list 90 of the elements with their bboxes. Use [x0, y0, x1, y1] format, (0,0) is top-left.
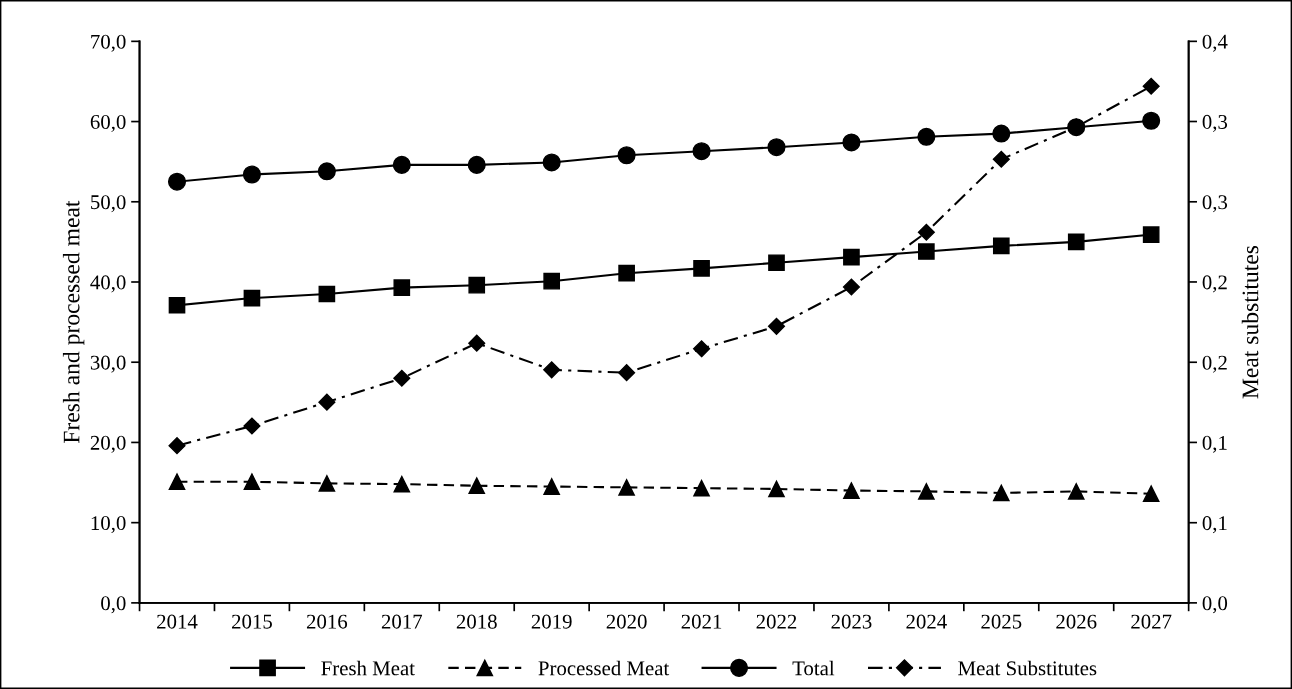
point [767, 138, 786, 157]
y2-tick-label: 0,2 [1202, 355, 1227, 373]
x-tick-label: 2022 [756, 614, 797, 629]
y-tick-label: 0,0 [101, 596, 126, 614]
point [618, 479, 635, 496]
point [692, 142, 711, 161]
point [768, 480, 785, 498]
point [542, 153, 561, 172]
point [768, 254, 785, 272]
x-tick-label: 2024 [906, 614, 947, 629]
point [168, 473, 186, 491]
y2-tick-label: 0,2 [1202, 275, 1227, 293]
x-tick-label: 2026 [1056, 614, 1097, 629]
legend-label: Fresh Meat [321, 660, 415, 676]
point [693, 340, 711, 358]
point [842, 278, 860, 296]
y2-tick-label: 0,1 [1202, 435, 1227, 453]
point [917, 223, 935, 241]
x-tick-label: 2016 [306, 614, 348, 629]
x-tick-label: 2019 [531, 614, 572, 629]
y-tick-label: 30,0 [90, 355, 126, 373]
y2-tick-label: 0,4 [1202, 34, 1228, 52]
point [468, 477, 486, 495]
point [918, 243, 935, 260]
point [1142, 485, 1160, 503]
point [543, 361, 561, 379]
point [693, 479, 710, 497]
point [917, 127, 936, 146]
point [168, 296, 186, 314]
point [318, 475, 336, 492]
point [617, 146, 636, 165]
x-tick-label: 2021 [681, 614, 722, 629]
x-tick-label: 2014 [157, 614, 198, 629]
point [243, 473, 261, 491]
point [543, 478, 561, 495]
x-tick-label: 2015 [232, 614, 272, 629]
point [467, 155, 486, 174]
legend-label: Processed Meat [538, 660, 670, 676]
point [1067, 233, 1085, 251]
x-tick-label: 2020 [606, 614, 647, 629]
y-tick-label: 10,0 [91, 516, 126, 534]
y2-tick-label: 0,1 [1202, 516, 1227, 534]
x-tick-label: 2023 [831, 614, 872, 629]
y-tick-label: 60,0 [90, 114, 126, 132]
point [767, 317, 786, 335]
point [1142, 226, 1160, 244]
x-tick-label: 2025 [981, 614, 1022, 629]
point [393, 279, 411, 296]
point [392, 155, 411, 174]
point [992, 237, 1010, 255]
point [468, 334, 486, 352]
point [918, 483, 935, 500]
y-tick-label: 20,0 [90, 435, 126, 453]
point [618, 264, 635, 282]
point [393, 475, 411, 493]
y2-tick-label: 0,3 [1202, 114, 1228, 132]
point [543, 272, 561, 290]
point [843, 482, 860, 499]
point [992, 484, 1010, 502]
y-tick-label: 40,0 [90, 275, 126, 293]
point [242, 165, 261, 184]
point [693, 260, 710, 277]
y2-tick-label: 0,3 [1202, 195, 1228, 213]
point [992, 124, 1011, 143]
point [468, 276, 486, 294]
point [843, 248, 860, 266]
point [1142, 77, 1160, 95]
point [393, 369, 411, 387]
point [168, 437, 186, 455]
y2-axis-title: Meat substitutes [1241, 245, 1259, 399]
legend-label: Meat Substitutes [958, 660, 1097, 676]
point [318, 285, 336, 303]
point [618, 364, 636, 382]
point [1142, 111, 1161, 130]
point [1067, 483, 1085, 500]
point [243, 417, 261, 435]
x-tick-label: 2027 [1131, 614, 1172, 629]
point [167, 172, 187, 191]
point [842, 133, 861, 152]
point [317, 162, 336, 181]
x-tick-label: 2018 [456, 614, 497, 629]
y-axis-title: Fresh and processed meat [62, 200, 85, 444]
y2-tick-label: 0,0 [1202, 596, 1228, 614]
y-tick-label: 70,0 [91, 34, 126, 52]
point [992, 150, 1010, 168]
legend-label: Total [792, 660, 835, 676]
y-tick-label: 50,0 [91, 195, 126, 213]
point [318, 393, 336, 411]
point [243, 289, 261, 307]
x-tick-label: 2017 [381, 614, 423, 629]
